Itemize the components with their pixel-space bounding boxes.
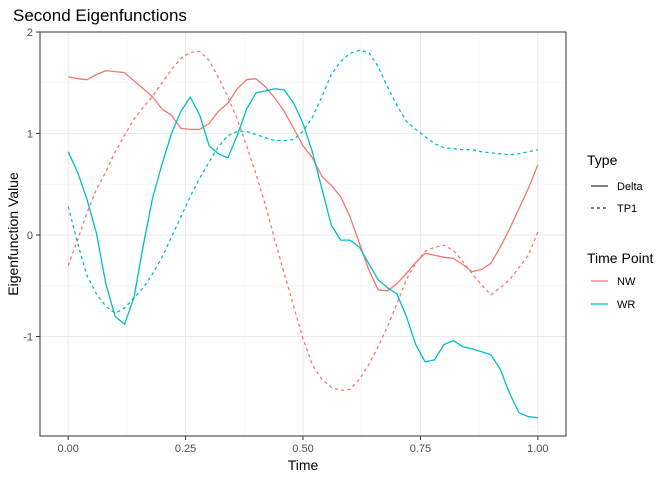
legend-item-delta: Delta: [591, 181, 644, 193]
legend-label-delta: Delta: [617, 181, 644, 193]
x-tick-label: 0.75: [410, 443, 431, 455]
legend: Type Delta TP1 Time Point NW WR: [587, 152, 654, 311]
x-tick-label: 0.50: [292, 443, 313, 455]
series-line-nw-tp1: [67, 50, 539, 391]
series-line-nw-delta: [68, 69, 539, 292]
legend-label-nw: NW: [617, 276, 636, 288]
series-lines: [67, 49, 539, 419]
x-tick-label: 1.00: [527, 443, 548, 455]
y-tick-label: 1: [27, 129, 33, 141]
x-axis: 0.00 0.25 0.50 0.75 1.00: [57, 436, 549, 455]
y-axis-title: Eigenfunction Value: [5, 172, 21, 296]
y-axis: -1 0 1 2: [23, 27, 40, 344]
legend-label-wr: WR: [617, 299, 635, 311]
gridlines: [40, 31, 566, 436]
series-line-wr-delta: [67, 88, 538, 419]
chart-title: Second Eigenfunctions: [13, 6, 187, 25]
y-tick-label: -1: [23, 332, 33, 344]
y-tick-label: 0: [27, 230, 33, 242]
legend-label-tp1: TP1: [617, 203, 637, 215]
legend-item-nw: NW: [591, 276, 636, 288]
series-line-wr-tp1: [67, 49, 538, 314]
legend-item-wr: WR: [591, 299, 635, 311]
x-axis-title: Time: [288, 457, 319, 473]
legend-item-tp1: TP1: [591, 203, 637, 215]
x-tick-label: 0.25: [175, 443, 196, 455]
legend-type-title: Type: [587, 152, 618, 168]
legend-timepoint-title: Time Point: [587, 250, 654, 266]
x-tick-label: 0.00: [57, 443, 78, 455]
y-tick-label: 2: [27, 27, 33, 39]
plot-panel: [39, 31, 567, 437]
